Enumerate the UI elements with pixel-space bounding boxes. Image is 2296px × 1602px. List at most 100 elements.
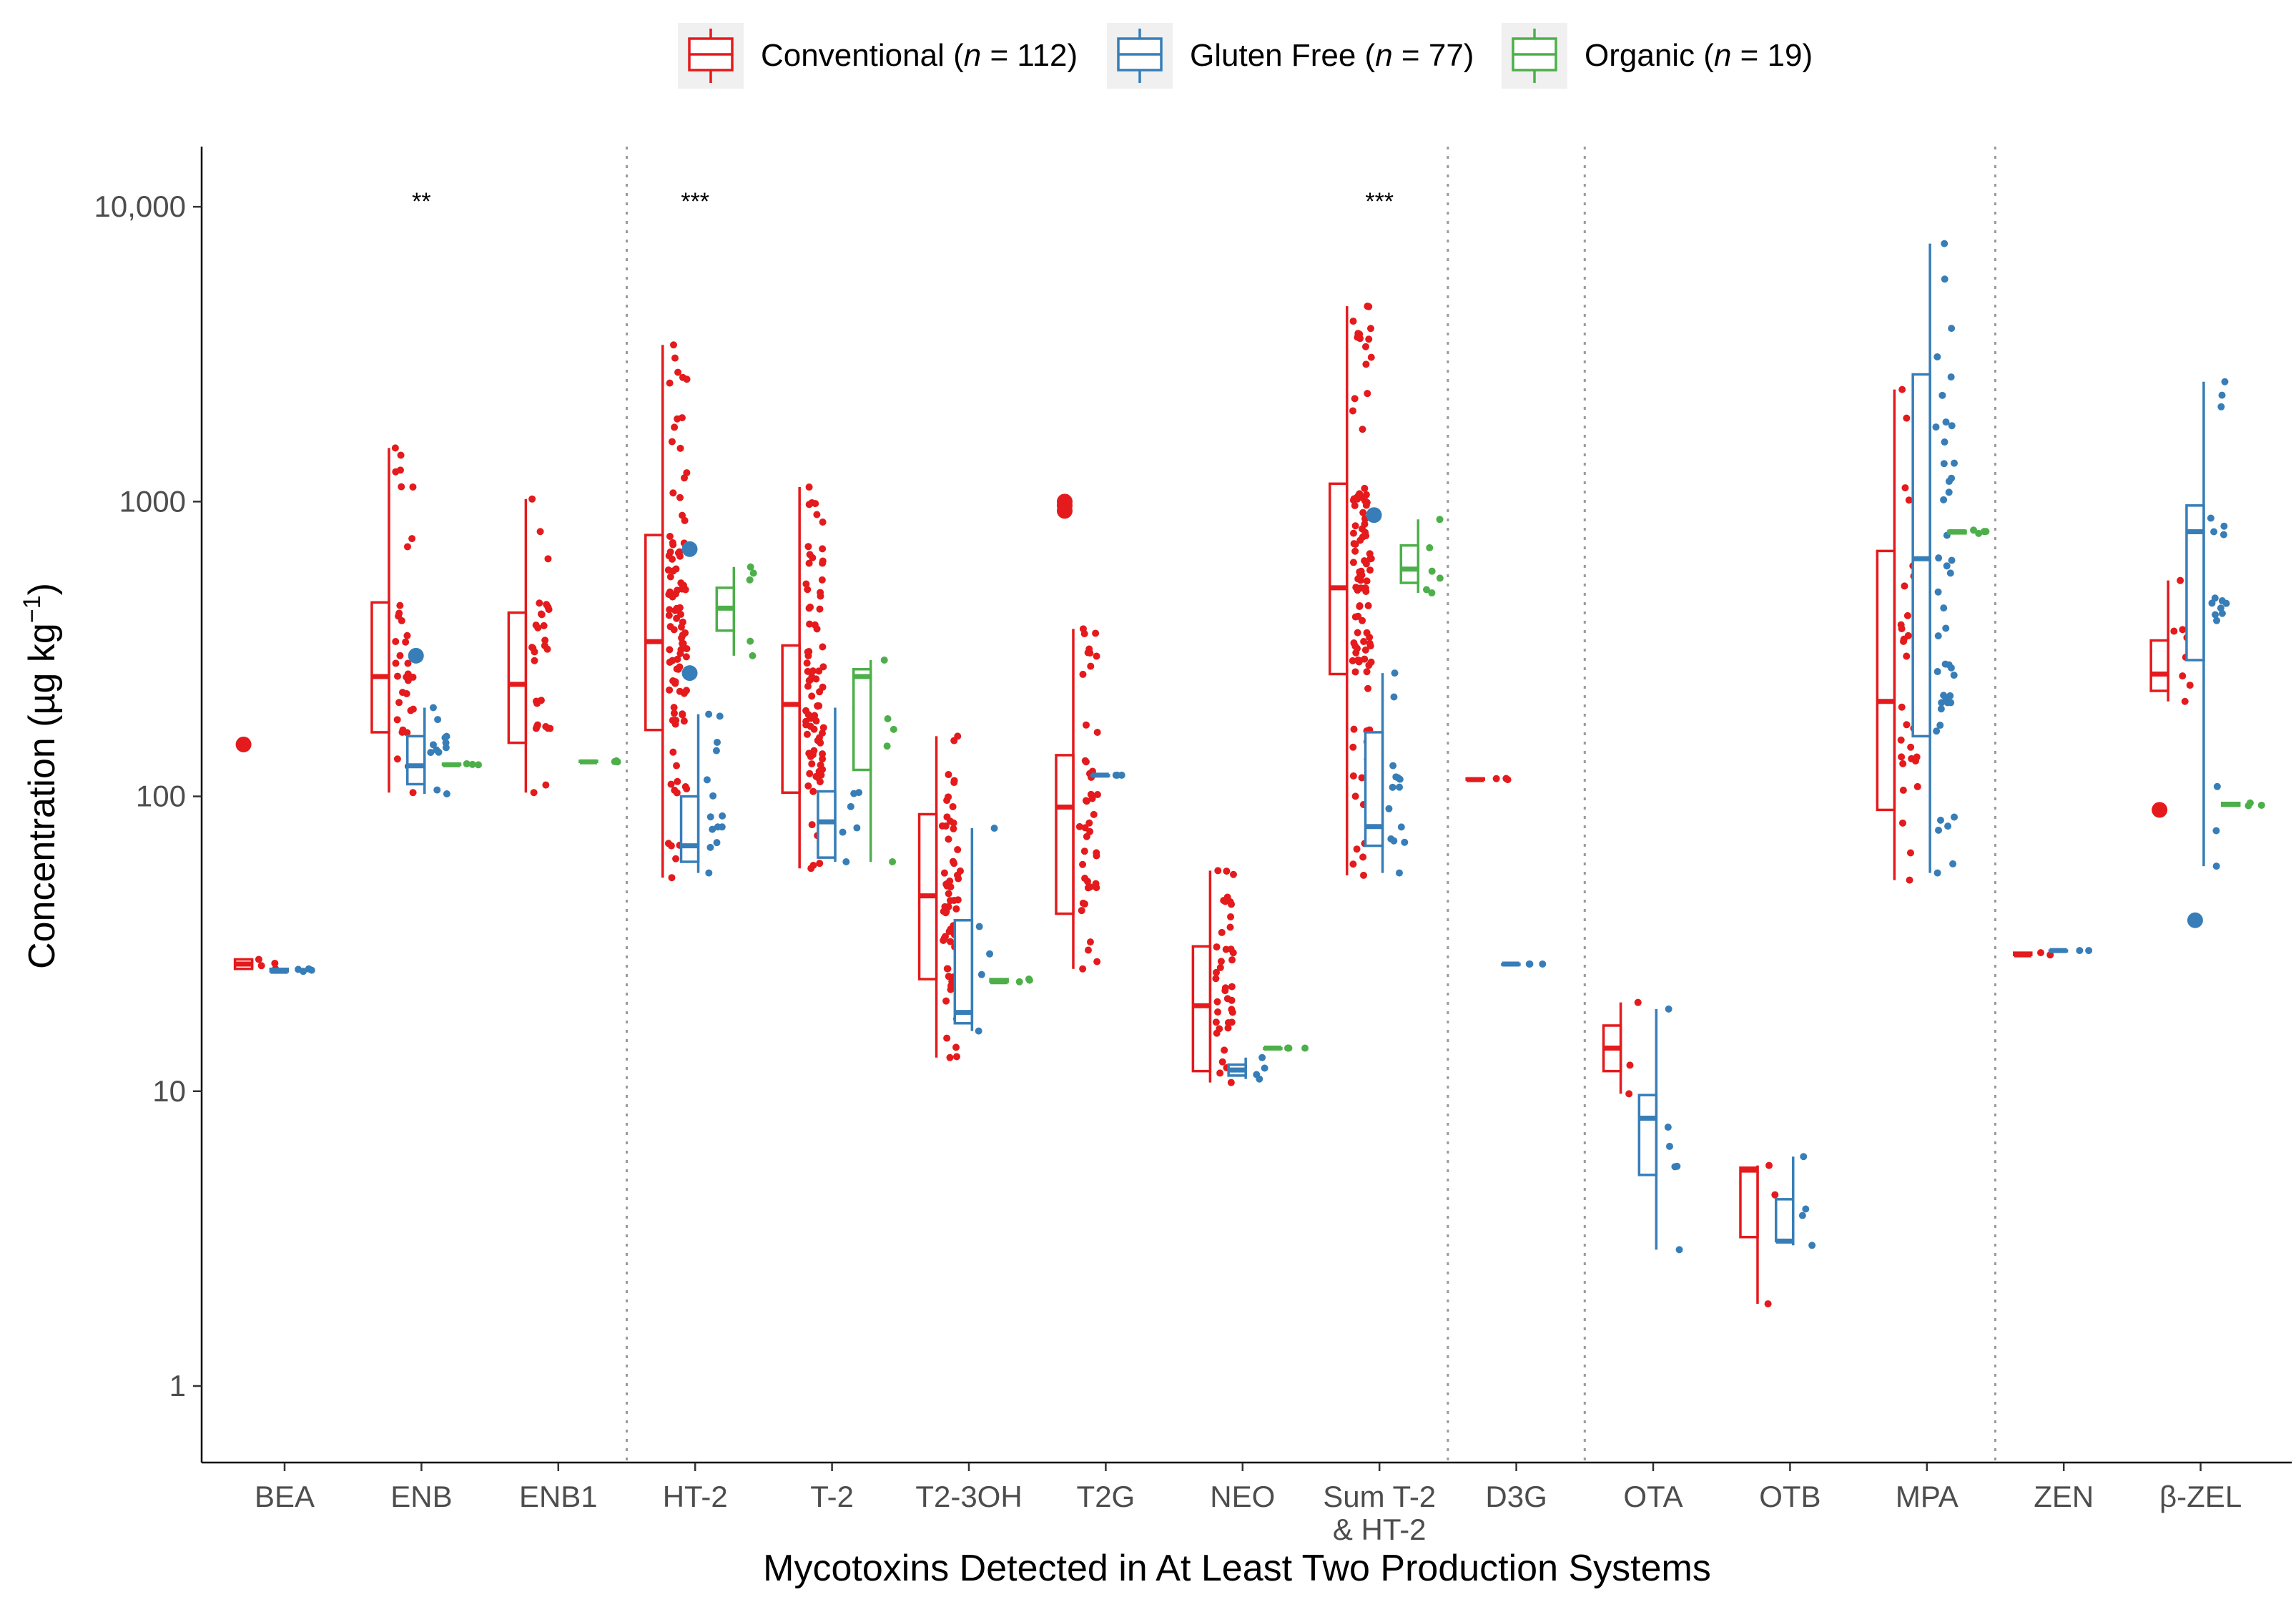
data-point bbox=[815, 667, 823, 675]
data-point bbox=[1361, 520, 1369, 528]
data-point bbox=[1366, 639, 1374, 647]
data-point bbox=[1945, 488, 1953, 496]
data-point bbox=[1936, 816, 1944, 824]
data-point bbox=[802, 707, 810, 714]
data-point bbox=[1943, 562, 1951, 570]
data-point bbox=[1356, 335, 1364, 343]
data-point bbox=[809, 554, 817, 561]
data-point bbox=[666, 573, 674, 581]
data-point bbox=[804, 682, 812, 690]
data-point bbox=[2179, 672, 2187, 680]
data-point bbox=[703, 776, 711, 784]
data-point bbox=[1944, 822, 1952, 830]
x-tick-label: T2G bbox=[1077, 1480, 1135, 1513]
data-point bbox=[808, 760, 816, 768]
data-point bbox=[817, 592, 824, 600]
data-point bbox=[541, 637, 549, 644]
data-point bbox=[393, 716, 401, 724]
data-point bbox=[890, 725, 897, 733]
data-point bbox=[1947, 664, 1955, 672]
data-point bbox=[804, 667, 812, 675]
data-point bbox=[681, 474, 689, 482]
data-point bbox=[706, 843, 714, 851]
data-point bbox=[812, 717, 820, 725]
data-point bbox=[880, 656, 888, 664]
x-tick-label: BEA bbox=[255, 1480, 315, 1513]
data-point bbox=[816, 605, 824, 613]
data-point bbox=[676, 663, 684, 671]
data-point bbox=[805, 677, 813, 684]
data-point bbox=[1970, 526, 1978, 534]
data-point bbox=[819, 545, 827, 553]
data-point bbox=[1356, 657, 1364, 664]
data-point bbox=[1226, 923, 1234, 931]
series-org bbox=[441, 516, 2265, 1052]
data-point bbox=[1351, 668, 1359, 676]
data-point bbox=[1093, 652, 1100, 660]
y-tick-label: 10 bbox=[152, 1074, 186, 1108]
data-point bbox=[543, 601, 551, 609]
data-point bbox=[1898, 753, 1906, 761]
data-point bbox=[1360, 637, 1368, 645]
data-point bbox=[680, 717, 688, 725]
data-point bbox=[1942, 418, 1950, 426]
x-tick-label: HT-2 bbox=[663, 1480, 728, 1513]
legend-label-conv: Conventional (n = 112) bbox=[761, 38, 1078, 73]
data-point bbox=[433, 786, 441, 794]
data-point bbox=[409, 789, 417, 797]
data-point bbox=[1401, 838, 1409, 846]
data-point bbox=[666, 658, 674, 666]
data-point bbox=[528, 644, 536, 652]
data-point bbox=[883, 742, 891, 750]
plot-area: 1 10 100 1000 10,000 BEA ENB ENB1 HT-2 T-2 T2-3OH T… bbox=[94, 147, 2292, 1546]
data-point bbox=[443, 790, 450, 798]
y-tick-label: 100 bbox=[136, 780, 186, 813]
data-point bbox=[1082, 721, 1090, 729]
data-point bbox=[683, 645, 691, 653]
data-point bbox=[1502, 775, 1510, 782]
data-point bbox=[2037, 949, 2045, 957]
data-point bbox=[1771, 1191, 1779, 1199]
data-point bbox=[398, 483, 405, 491]
data-point bbox=[1349, 860, 1357, 868]
x-tick-label: NEO bbox=[1210, 1480, 1275, 1513]
data-point bbox=[1363, 577, 1371, 585]
data-point bbox=[1626, 1061, 1634, 1069]
data-point bbox=[1222, 945, 1230, 953]
data-point bbox=[1086, 938, 1094, 946]
data-point bbox=[1665, 1142, 1673, 1150]
data-point bbox=[403, 689, 410, 697]
box bbox=[1055, 754, 1075, 915]
data-point bbox=[816, 688, 824, 696]
data-point bbox=[1765, 1161, 1773, 1169]
data-point bbox=[1943, 699, 1951, 707]
data-point bbox=[1391, 669, 1399, 677]
significance-label: ** bbox=[412, 188, 430, 215]
data-point bbox=[391, 444, 399, 452]
data-point bbox=[713, 738, 721, 746]
data-point bbox=[839, 828, 847, 836]
data-point bbox=[2212, 827, 2220, 835]
data-point bbox=[674, 368, 682, 376]
data-point bbox=[2213, 616, 2221, 624]
data-point bbox=[532, 697, 540, 705]
data-point bbox=[1085, 819, 1093, 827]
data-point bbox=[2212, 863, 2220, 870]
data-point bbox=[403, 632, 411, 639]
box bbox=[781, 644, 801, 795]
data-point bbox=[2218, 597, 2226, 605]
data-point bbox=[816, 860, 824, 868]
data-point bbox=[1907, 743, 1915, 751]
data-point bbox=[954, 846, 962, 854]
box bbox=[852, 667, 872, 772]
data-point bbox=[747, 637, 754, 645]
data-point bbox=[805, 647, 813, 655]
data-point bbox=[1080, 630, 1088, 638]
data-point bbox=[1228, 956, 1236, 964]
data-point bbox=[674, 655, 681, 663]
box bbox=[817, 790, 837, 859]
data-point bbox=[1351, 395, 1359, 403]
significance-label: *** bbox=[681, 188, 709, 215]
box bbox=[1911, 373, 1931, 738]
data-point bbox=[2213, 782, 2221, 790]
